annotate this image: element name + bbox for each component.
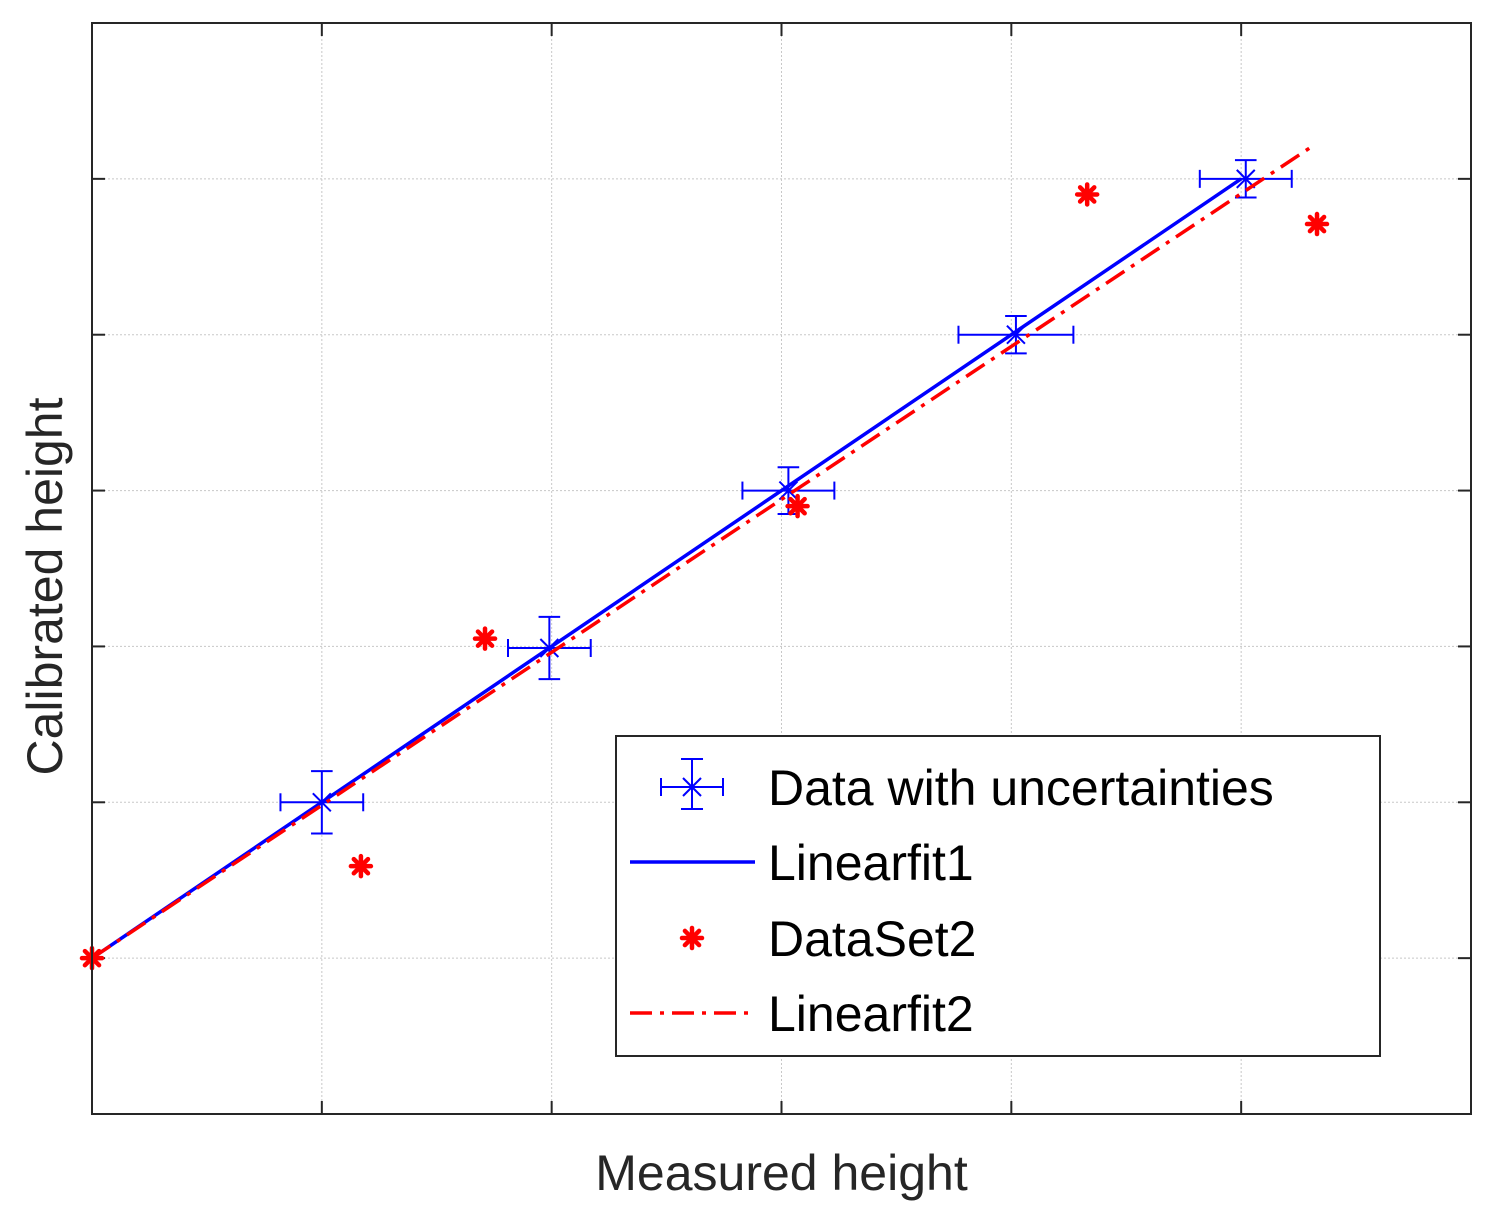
data-point xyxy=(785,493,810,519)
legend-entry-data-with-uncertainties: Data with uncertainties xyxy=(660,758,1274,816)
legend-entry-dataset2: DataSet2 xyxy=(679,911,976,967)
x-axis-label: Measured height xyxy=(595,1145,968,1201)
legend-box xyxy=(615,735,1381,1057)
data-point-marker xyxy=(778,480,799,501)
fit-line xyxy=(91,146,1312,960)
series-linearfit1 xyxy=(91,177,1243,960)
legend-entry-linearfit2: Linearfit2 xyxy=(630,986,974,1042)
legend-label: Data with uncertainties xyxy=(768,760,1274,816)
data-point xyxy=(472,626,498,651)
fit-line xyxy=(91,177,1243,960)
y-axis-label: Calibrated height xyxy=(17,397,73,775)
legend: Data with uncertainties Linearfit1 DataSet… xyxy=(615,735,1381,1057)
legend-marker xyxy=(682,777,702,797)
plot-area xyxy=(79,146,1330,971)
axes-box xyxy=(91,22,1472,1115)
series-dataset2 xyxy=(79,182,1330,971)
legend-label: Linearfit1 xyxy=(768,835,974,891)
legend-marker xyxy=(679,925,705,951)
legend-label: Linearfit2 xyxy=(768,986,974,1042)
errorbar-point xyxy=(957,315,1075,355)
legend-entry-linearfit1: Linearfit1 xyxy=(630,835,974,891)
legend-label: DataSet2 xyxy=(768,911,976,967)
series-linearfit2 xyxy=(91,146,1312,960)
errorbar-point xyxy=(1198,159,1293,199)
data-point xyxy=(1074,182,1100,207)
data-point xyxy=(1304,211,1330,237)
data-point xyxy=(348,853,374,879)
